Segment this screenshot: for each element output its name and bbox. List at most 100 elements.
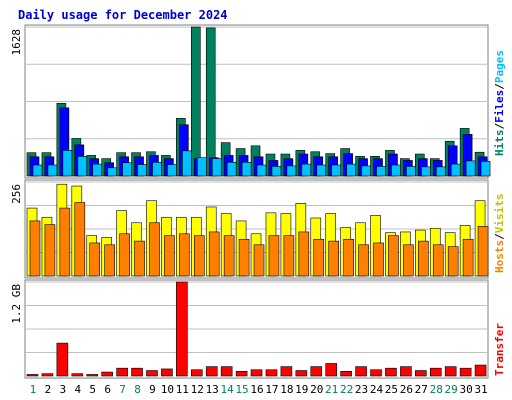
bar-kbytes-day-25 xyxy=(385,367,397,377)
bar-kbytes-day-10 xyxy=(161,368,173,377)
x-tick-label: 28 xyxy=(430,383,443,396)
bar-pages-day-25 xyxy=(391,164,401,177)
x-tick-label: 16 xyxy=(250,383,263,396)
bar-sites-day-1 xyxy=(29,220,41,277)
bar-pages-day-12 xyxy=(196,157,207,177)
bar-pages-day-22 xyxy=(346,163,356,177)
bar-kbytes-day-12 xyxy=(190,369,203,377)
side-label-kbytes: Transfer xyxy=(493,323,506,376)
bar-sites-day-15 xyxy=(238,238,250,277)
bar-kbytes-day-15 xyxy=(235,370,248,377)
x-tick-label: 9 xyxy=(149,383,156,396)
x-tick-label: 13 xyxy=(206,383,219,396)
bar-sites-day-28 xyxy=(432,244,444,277)
x-tick-label: 26 xyxy=(400,383,413,396)
bar-pages-day-29 xyxy=(450,163,461,177)
bar-pages-day-13 xyxy=(211,158,222,177)
x-tick-label: 24 xyxy=(370,383,384,396)
x-tick-label: 2 xyxy=(45,383,52,396)
bar-kbytes-day-14 xyxy=(220,366,233,377)
bar-sites-day-13 xyxy=(208,231,220,277)
x-tick-label: 31 xyxy=(474,383,487,396)
x-tick-label: 1 xyxy=(30,383,37,396)
bar-kbytes-day-5 xyxy=(86,374,99,377)
bar-sites-day-31 xyxy=(477,226,489,277)
bar-pages-day-21 xyxy=(331,164,342,177)
x-tick-label: 15 xyxy=(235,383,248,396)
x-tick-label: 18 xyxy=(280,383,293,396)
bar-pages-day-31 xyxy=(480,161,491,177)
bar-sites-day-9 xyxy=(149,222,160,277)
bar-kbytes-day-19 xyxy=(295,370,308,377)
bar-kbytes-day-16 xyxy=(250,369,263,377)
bar-kbytes-day-4 xyxy=(71,373,84,377)
bar-pages-day-8 xyxy=(137,164,147,177)
bar-pages-day-17 xyxy=(271,166,282,177)
side-label-part: Hits xyxy=(493,130,506,157)
bar-sites-day-6 xyxy=(104,244,115,277)
bar-pages-day-28 xyxy=(435,166,446,177)
bar-pages-day-24 xyxy=(376,166,386,177)
bar-pages-day-18 xyxy=(286,165,297,177)
bar-pages-day-14 xyxy=(226,161,237,177)
x-tick-label: 30 xyxy=(459,383,472,396)
bar-kbytes-day-24 xyxy=(370,369,382,377)
x-tick-label: 8 xyxy=(134,383,141,396)
bar-sites-day-11 xyxy=(179,233,190,277)
bar-sites-day-30 xyxy=(462,238,474,277)
side-label-part: / xyxy=(493,123,506,130)
x-tick-label: 27 xyxy=(415,383,428,396)
x-tick-label: 7 xyxy=(119,383,126,396)
bar-sites-day-20 xyxy=(313,238,325,277)
x-tick-label: 19 xyxy=(295,383,308,396)
bar-kbytes-day-3 xyxy=(56,342,69,377)
bar-sites-day-14 xyxy=(223,235,235,277)
bar-sites-day-8 xyxy=(134,240,145,277)
x-tick-label: 23 xyxy=(355,383,368,396)
bar-kbytes-day-31 xyxy=(474,364,487,377)
x-tick-label: 25 xyxy=(385,383,398,396)
bar-hits-day-12 xyxy=(190,26,201,177)
bar-pages-day-26 xyxy=(406,166,416,177)
bar-kbytes-day-30 xyxy=(459,367,472,377)
x-tick-label: 10 xyxy=(161,383,174,396)
y-tick-label-hits: 1628 xyxy=(10,29,23,56)
bar-pages-day-30 xyxy=(465,160,476,177)
x-tick-label: 4 xyxy=(74,383,81,396)
bar-pages-day-27 xyxy=(421,166,431,177)
bar-pages-day-23 xyxy=(361,165,371,177)
bar-kbytes-day-28 xyxy=(429,367,442,377)
y-tick-label-visits: 256 xyxy=(10,184,23,204)
bar-kbytes-day-27 xyxy=(415,370,427,377)
x-tick-label: 17 xyxy=(265,383,278,396)
bar-kbytes-day-8 xyxy=(131,367,143,377)
bar-sites-day-27 xyxy=(418,240,429,277)
bar-sites-day-21 xyxy=(328,240,340,277)
bar-kbytes-day-7 xyxy=(116,367,128,377)
bar-sites-day-22 xyxy=(343,238,354,277)
x-tick-label: 20 xyxy=(310,383,323,396)
bar-kbytes-day-22 xyxy=(340,370,352,377)
bar-pages-day-16 xyxy=(256,164,267,177)
bar-pages-day-4 xyxy=(77,156,88,177)
bar-sites-day-26 xyxy=(403,244,414,277)
bar-sites-day-2 xyxy=(44,224,56,277)
bar-sites-day-10 xyxy=(164,235,175,277)
bar-pages-day-15 xyxy=(241,161,252,177)
bar-kbytes-day-23 xyxy=(355,366,367,377)
bar-pages-day-20 xyxy=(316,164,327,177)
side-label-part: Transfer xyxy=(493,323,506,376)
x-tick-label: 6 xyxy=(104,383,111,396)
panel-kbytes: 1.2 GB Transfer xyxy=(10,279,506,379)
bar-sites-day-17 xyxy=(268,235,280,277)
bar-pages-day-19 xyxy=(301,163,312,177)
side-label-part: Pages xyxy=(493,50,506,83)
bar-pages-day-6 xyxy=(107,167,117,177)
x-axis-labels: 1 2 3 4 5 6 7 8 9 10 11 12 13 14 15 16 17 18 19 20 21 22 23 24 2… xyxy=(30,383,488,396)
x-tick-label: 29 xyxy=(445,383,458,396)
bar-sites-day-4 xyxy=(74,202,86,277)
bar-pages-day-11 xyxy=(182,150,192,177)
